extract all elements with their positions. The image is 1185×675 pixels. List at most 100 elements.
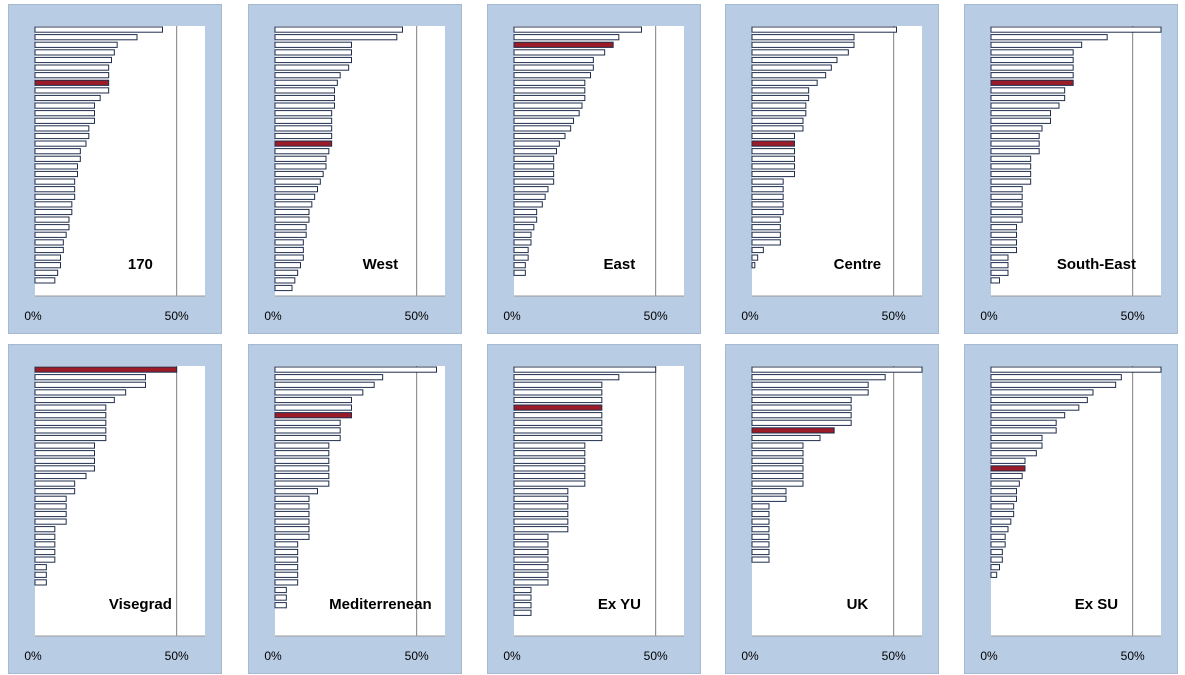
- bar: [513, 510, 569, 518]
- tick-label-50: 50%: [882, 309, 906, 323]
- bar: [274, 579, 299, 586]
- bar: [34, 389, 127, 396]
- bar: [274, 518, 310, 525]
- bar: [513, 155, 555, 162]
- bar: [34, 148, 81, 155]
- tick-label-0: 0%: [24, 309, 42, 323]
- bar: [990, 277, 1000, 284]
- bar: [274, 381, 375, 388]
- bar: [34, 34, 138, 41]
- bar: [274, 148, 330, 155]
- bar: [274, 526, 310, 533]
- bar: [990, 533, 1006, 540]
- bar: [274, 284, 293, 292]
- bar: [513, 472, 586, 480]
- bar: [990, 125, 1043, 132]
- bar: [274, 434, 341, 442]
- bar: [274, 56, 352, 64]
- bar: [990, 404, 1080, 411]
- bar: [34, 269, 59, 276]
- bar: [751, 208, 784, 216]
- bar: [34, 140, 87, 147]
- bar: [751, 170, 795, 178]
- bar: [34, 526, 56, 533]
- bar: [513, 208, 538, 216]
- bar: [34, 94, 101, 102]
- bar: [34, 193, 76, 200]
- bar: [513, 609, 532, 616]
- bar: [513, 170, 555, 178]
- bar: [990, 148, 1040, 155]
- bar: [990, 381, 1117, 388]
- tick-label-0: 0%: [503, 649, 521, 663]
- bar: [751, 434, 821, 442]
- tick-label-50: 50%: [165, 649, 189, 663]
- bar: [513, 148, 557, 155]
- bar: [990, 262, 1009, 269]
- bar: [751, 526, 770, 533]
- bar: [990, 117, 1051, 124]
- bar: [34, 442, 95, 449]
- bar: [513, 495, 569, 502]
- panel-title: Mediterrenean: [329, 596, 432, 613]
- tick-label-50: 50%: [644, 309, 668, 323]
- chart-panel: 0% 50% Visegrad: [8, 344, 222, 674]
- bar: [513, 72, 591, 79]
- bar: [34, 49, 115, 56]
- bar: [751, 510, 770, 518]
- chart-panel: 0% 50% South-East: [964, 4, 1178, 334]
- bar: [751, 246, 764, 254]
- bar: [751, 201, 784, 208]
- bar: [274, 404, 352, 411]
- bar: [513, 262, 526, 269]
- bar: [751, 480, 804, 487]
- bar: [274, 224, 307, 231]
- chart-svg: 0% 50% Visegrad: [24, 366, 205, 663]
- tick-label-50: 50%: [165, 309, 189, 323]
- bar: [990, 201, 1023, 208]
- bar: [990, 366, 1162, 373]
- bar: [990, 41, 1083, 48]
- bar: [34, 201, 73, 208]
- bar: [274, 155, 327, 162]
- bar: [751, 541, 770, 548]
- bar: [34, 419, 107, 426]
- bar: [751, 155, 795, 162]
- bar: [34, 518, 67, 525]
- bar: [34, 132, 90, 140]
- bar: [990, 239, 1017, 246]
- tick-label-0: 0%: [980, 649, 998, 663]
- bar: [274, 556, 299, 563]
- bar: [274, 269, 299, 276]
- bar: [34, 224, 70, 231]
- bar: [274, 503, 310, 510]
- bar: [513, 518, 569, 525]
- bar: [751, 442, 804, 449]
- bar: [513, 396, 603, 404]
- bar: [513, 26, 642, 33]
- bar: [274, 125, 333, 132]
- bar: [513, 533, 549, 540]
- bar: [513, 548, 549, 556]
- bar: [274, 495, 310, 502]
- bar: [34, 64, 110, 71]
- bar: [274, 396, 352, 404]
- bar: [274, 94, 335, 102]
- bar: [34, 155, 81, 162]
- bar: [751, 148, 795, 155]
- bar-highlighted: [751, 140, 795, 147]
- bar: [513, 450, 586, 457]
- bar: [513, 602, 532, 609]
- bar: [34, 56, 112, 64]
- bar: [990, 208, 1023, 216]
- bar: [990, 396, 1088, 404]
- bar: [513, 480, 586, 487]
- bar-highlighted: [34, 366, 178, 373]
- bar: [34, 254, 61, 261]
- bar: [751, 472, 804, 480]
- bar: [990, 170, 1032, 178]
- bar: [274, 163, 327, 170]
- bar: [513, 541, 549, 548]
- chart-panel: 0% 50% West: [248, 4, 462, 334]
- bar: [513, 594, 532, 601]
